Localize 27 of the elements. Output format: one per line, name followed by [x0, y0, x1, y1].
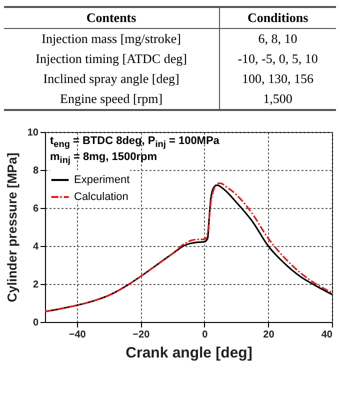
- y-tick-label: 0: [32, 318, 39, 328]
- category-label: Conditions: [219, 7, 336, 28]
- text: 100, 130, 156: [242, 71, 314, 86]
- y-axis-title: Cylinder pressure [MPa]: [4, 152, 20, 302]
- text: -10, -5, 0, 5, 10: [238, 51, 318, 66]
- x-tick-label: 0: [202, 330, 208, 340]
- text: 1,500: [263, 91, 292, 106]
- y-tick-label: 2: [32, 280, 39, 290]
- y-tick-label: 8: [32, 166, 39, 176]
- y-tick-label: 4: [32, 242, 39, 252]
- legend-label: Experiment: [74, 174, 130, 186]
- x-axis-title: Crank angle [deg]: [126, 344, 252, 362]
- x-tick-label: 20: [263, 330, 275, 340]
- category-label: Contents: [4, 7, 220, 28]
- y-tick-label: 10: [27, 128, 39, 138]
- x-tick-label: 40: [321, 330, 333, 340]
- text: 6, 8, 10: [258, 31, 298, 46]
- legend-label: Calculation: [74, 191, 128, 203]
- category-label: Engine speed [rpm]: [60, 91, 163, 106]
- x-tick-label: −40: [68, 330, 86, 340]
- category-label: Injection mass [mg/stroke]: [42, 31, 181, 46]
- y-tick-label: 6: [32, 204, 39, 214]
- x-tick-label: −20: [132, 330, 150, 340]
- category-label: Injection timing [ATDC deg]: [36, 51, 187, 66]
- annotation: m$_{inj}$ = 8mg, 1500rpm: [50, 151, 157, 166]
- annotation: t$_{eng}$ = BTDC 8deg, P$_{inj}$ = 100MPa: [50, 135, 220, 150]
- category-label: Inclined spray angle [deg]: [43, 71, 180, 86]
